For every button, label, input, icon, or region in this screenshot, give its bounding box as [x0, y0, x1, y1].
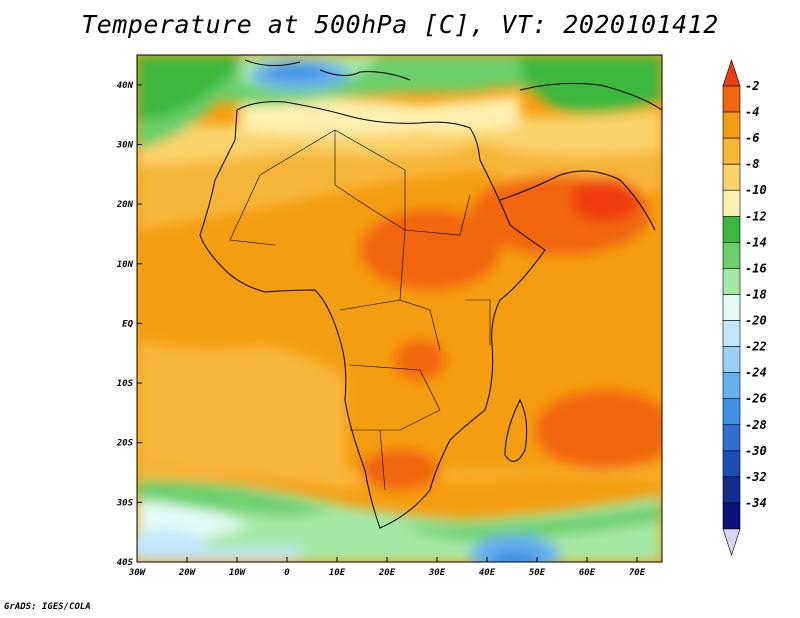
lon-label: 10W	[229, 568, 247, 578]
latitude-labels: 40N 30N 20N 10N EQ 10S 20S 30S 40S	[116, 81, 142, 568]
map-title: Temperature at 500hPa [C], VT: 202010141…	[81, 10, 719, 39]
colorbar-box	[722, 372, 741, 400]
temperature-map: 40N 30N 20N 10N EQ 10S 20S 30S 40S 30W 20W 10W 0 10E…	[116, 54, 767, 578]
lon-label: 40E	[479, 568, 496, 578]
colorbar-box	[722, 450, 741, 478]
colorbar-label: -20	[745, 314, 767, 328]
colorbar-box	[722, 346, 741, 373]
colorbar-box	[722, 502, 741, 530]
colorbar-label: -16	[745, 261, 767, 275]
colorbar-label: -28	[745, 418, 767, 432]
colorbar-label: -24	[745, 366, 767, 380]
lon-label: 20E	[378, 568, 396, 578]
colorbar-box	[722, 215, 741, 243]
colorbar-label: -34	[745, 496, 767, 510]
lon-label: 60E	[579, 568, 596, 578]
country-borders	[229, 129, 491, 491]
lon-label: 30E	[428, 568, 446, 578]
map-frame	[136, 54, 663, 563]
longitude-labels: 30W 20W 10W 0 10E 20E 30E 40E 50E 60E 70E	[128, 557, 646, 578]
lon-label: 70E	[629, 568, 646, 578]
colorbar-label: -30	[745, 444, 767, 458]
lat-label: 10N	[117, 260, 134, 270]
colorbar-label: -6	[745, 131, 759, 145]
colorbar: -2 -4 -6 -8 -10 -12 -14 -16 -18 -20 -22 -24 -26 -28 -3…	[722, 59, 767, 556]
colorbar-label: -2	[745, 79, 759, 93]
colorbar-label: -14	[745, 235, 767, 249]
colorbar-box	[722, 476, 741, 504]
colorbar-box	[722, 242, 741, 269]
colorbar-box	[722, 398, 741, 426]
lat-label: 30N	[116, 140, 134, 150]
colorbar-label: -32	[745, 470, 767, 484]
lat-label: 40S	[117, 558, 134, 568]
lat-label: 40N	[117, 81, 134, 91]
colorbar-box	[722, 85, 741, 113]
colorbar-box	[722, 137, 741, 165]
colorbar-box	[722, 189, 741, 217]
colorbar-label: -12	[745, 209, 767, 223]
colorbar-label: -26	[745, 392, 767, 406]
colorbar-label: -10	[745, 183, 767, 197]
lon-label: 30W	[128, 568, 147, 578]
lat-label: 20S	[116, 439, 134, 449]
colorbar-top-arrow	[722, 59, 741, 87]
colorbar-box	[722, 268, 741, 295]
colorbar-label: -8	[745, 157, 759, 171]
lon-label: 0	[284, 568, 290, 578]
colorbar-box	[722, 111, 741, 139]
temperature-field	[137, 55, 662, 562]
lon-label: 10E	[329, 568, 346, 578]
lat-label: 20N	[116, 200, 134, 210]
colorbar-box	[722, 163, 741, 191]
colorbar-box	[722, 320, 741, 347]
lat-label: EQ	[122, 319, 133, 329]
colorbar-label: -18	[745, 287, 767, 301]
colorbar-label: -4	[745, 105, 759, 119]
colorbar-box	[722, 294, 741, 321]
lon-label: 50E	[529, 568, 546, 578]
coastlines	[199, 59, 662, 529]
lon-label: 20W	[178, 568, 197, 578]
lat-label: 10S	[117, 379, 134, 389]
colorbar-bottom-arrow	[722, 528, 741, 556]
lat-label: 30S	[116, 498, 134, 508]
credit-label: GrADS: IGES/COLA	[4, 602, 91, 612]
colorbar-box	[722, 424, 741, 452]
colorbar-label: -22	[745, 340, 767, 354]
